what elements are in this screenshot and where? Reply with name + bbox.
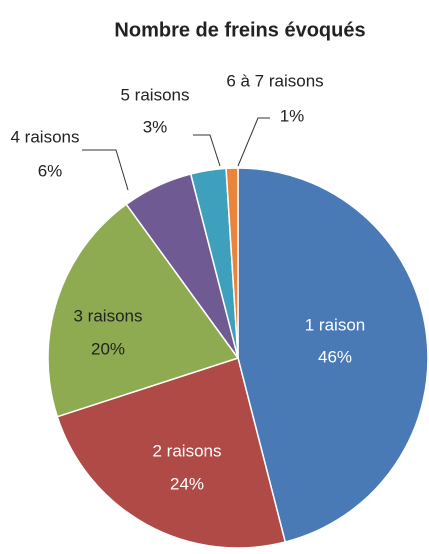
leader-line xyxy=(82,149,129,191)
leader-line xyxy=(237,117,270,167)
slice-value-label: 3% xyxy=(143,117,168,136)
slice-category-label: 4 raisons xyxy=(11,127,80,146)
leader-line xyxy=(193,134,221,167)
slice-category-label: 6 à 7 raisons xyxy=(226,71,323,90)
pie-slice xyxy=(225,167,239,359)
slice-category-label: 5 raisons xyxy=(121,85,190,104)
chart-title: Nombre de freins évoqués xyxy=(114,19,365,41)
leader-lines xyxy=(82,117,270,191)
slice-category-label: 3 raisons xyxy=(74,306,143,325)
slice-value-label: 46% xyxy=(318,347,352,366)
slice-category-label: 2 raisons xyxy=(153,441,222,460)
pie-slice xyxy=(56,357,287,549)
slice-value-label: 24% xyxy=(170,474,204,493)
slice-value-label: 20% xyxy=(91,339,125,358)
pie-slice xyxy=(237,167,429,543)
slice-value-label: 1% xyxy=(280,106,305,125)
slice-category-label: 1 raison xyxy=(305,315,365,334)
pie-slice xyxy=(47,203,240,418)
slice-value-label: 6% xyxy=(38,161,63,180)
